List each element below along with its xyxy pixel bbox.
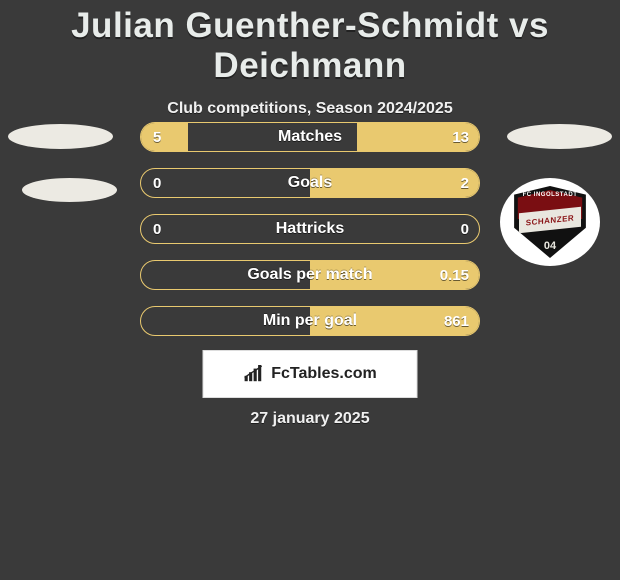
stat-row: Matches5 13 xyxy=(140,122,480,152)
bar-chart-icon xyxy=(243,365,265,383)
branding-badge: FcTables.com xyxy=(203,350,418,398)
stat-rows: Matches513Goals02Hattricks00Goals per ma… xyxy=(140,122,480,352)
crest-mid-text: SCHANZER xyxy=(519,207,581,234)
stat-row: Min per goal861 xyxy=(140,306,480,336)
stat-label: Goals per match xyxy=(141,261,479,289)
stat-value-right: 0.15 xyxy=(440,261,469,289)
stat-label: Hattricks xyxy=(141,215,479,243)
stat-value-right: 861 xyxy=(444,307,469,335)
stat-value-right: 0 xyxy=(461,215,469,243)
page-title: Julian Guenther-Schmidt vs Deichmann xyxy=(0,0,620,86)
stat-label: Matches xyxy=(141,123,479,151)
stat-value-left: 0 xyxy=(153,215,161,243)
club-right-crest: FC INGOLSTADT SCHANZER 04 xyxy=(500,178,600,266)
crest-top-text: FC INGOLSTADT xyxy=(511,192,589,198)
stat-value-right: 2 xyxy=(461,169,469,197)
page-date: 27 january 2025 xyxy=(0,410,620,428)
stat-value-left: 0 xyxy=(153,169,161,197)
stat-label: Goals xyxy=(141,169,479,197)
club-left-avatar xyxy=(22,178,117,202)
player-left-avatar xyxy=(8,124,113,149)
stat-value-right: 13 xyxy=(452,123,469,151)
stat-row: Goals0 2 xyxy=(140,168,480,198)
branding-text: FcTables.com xyxy=(271,365,377,383)
crest-num-text: 04 xyxy=(511,240,589,252)
stat-label: Min per goal xyxy=(141,307,479,335)
player-right-avatar xyxy=(507,124,612,149)
page-subtitle: Club competitions, Season 2024/2025 xyxy=(0,100,620,118)
stat-row: Hattricks0 0 xyxy=(140,214,480,244)
stat-row: Goals per match0.15 xyxy=(140,260,480,290)
stat-value-left: 5 xyxy=(153,123,161,151)
